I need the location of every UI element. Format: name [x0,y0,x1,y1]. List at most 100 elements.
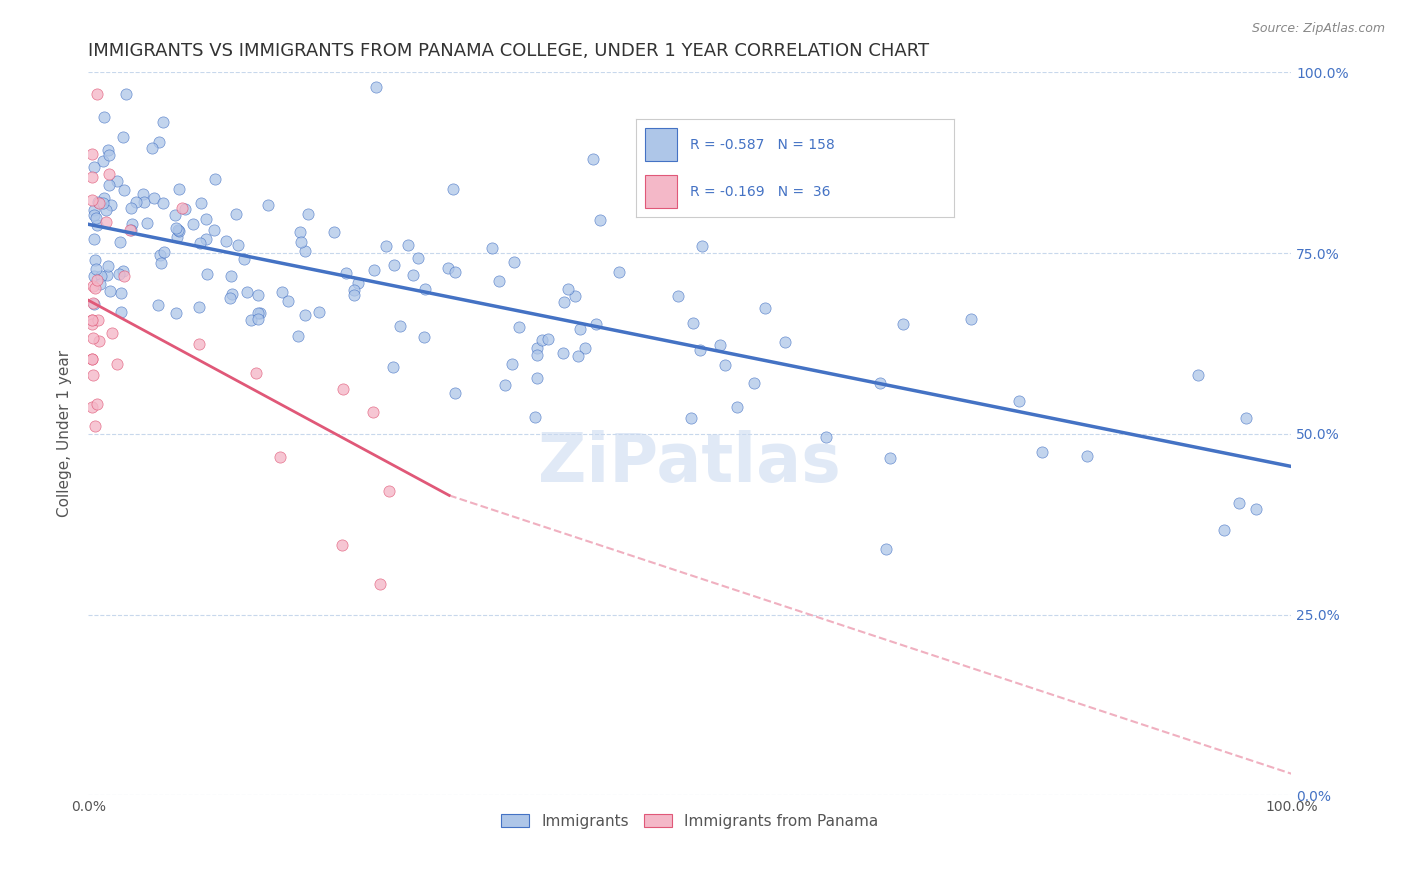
Point [526,348,548,362]
Point [153,245,176,260]
Point [444,265,467,279]
Point [377,483,399,498]
Point [557,282,579,296]
Point [1031,445,1053,459]
Point [98,178,121,193]
Point [501,357,523,371]
Point [382,360,405,375]
Point [86,219,108,233]
Point [80,318,103,332]
Point [361,405,384,419]
Point [494,377,516,392]
Point [375,239,398,253]
Point [82,279,104,293]
Point [94,203,117,218]
Point [219,291,242,305]
Point [257,198,280,212]
Point [332,382,354,396]
Point [86,397,108,411]
Point [148,136,170,150]
Point [131,187,153,202]
Point [181,218,204,232]
Point [112,268,135,283]
Point [308,305,330,319]
Point [1076,449,1098,463]
Point [98,284,121,298]
Point [415,282,437,296]
Point [84,261,107,276]
Point [1008,394,1031,409]
Point [83,281,105,295]
Point [87,312,110,326]
Point [551,346,574,360]
Point [190,196,212,211]
Point [682,316,704,330]
Point [90,269,112,284]
Point [83,203,105,218]
Point [322,225,344,239]
Point [83,297,105,311]
Point [481,241,503,255]
Point [270,285,292,299]
Point [725,400,748,414]
Point [574,341,596,355]
Point [86,87,108,102]
Point [195,267,218,281]
Point [165,220,187,235]
Point [91,154,114,169]
Point [120,202,142,216]
Point [679,411,702,425]
Point [225,207,247,221]
Point [80,400,103,414]
Point [869,376,891,391]
Point [219,268,242,283]
Point [107,267,129,281]
Point [814,429,837,443]
Point [526,371,548,385]
Point [87,334,110,349]
Point [690,239,713,253]
Point [269,450,291,464]
Point [960,312,983,326]
Point [239,313,262,327]
Point [188,337,211,351]
Point [82,296,104,310]
Point [294,244,316,258]
Point [553,294,575,309]
Point [172,201,194,215]
Point [188,300,211,314]
Point [124,195,146,210]
Point [194,212,217,227]
Point [87,195,110,210]
Point [564,289,586,303]
Point [152,115,174,129]
Point [83,419,105,434]
Point [401,268,423,282]
Point [195,232,218,246]
Point [1187,368,1209,382]
Point [80,352,103,367]
Point [236,285,259,300]
Point [530,333,553,347]
Point [773,334,796,349]
Point [589,213,612,227]
Point [347,276,370,290]
Point [221,287,243,301]
Point [110,286,132,301]
Point [97,167,120,181]
Point [80,170,103,185]
Point [247,287,270,301]
Point [582,152,605,166]
Point [388,319,411,334]
Point [80,313,103,327]
Point [408,251,430,265]
Point [1234,411,1257,425]
Point [277,294,299,309]
Point [80,313,103,327]
Point [82,331,104,345]
Point [152,196,174,211]
Point [132,195,155,210]
Point [105,357,128,371]
Point [891,317,914,331]
Point [174,202,197,217]
